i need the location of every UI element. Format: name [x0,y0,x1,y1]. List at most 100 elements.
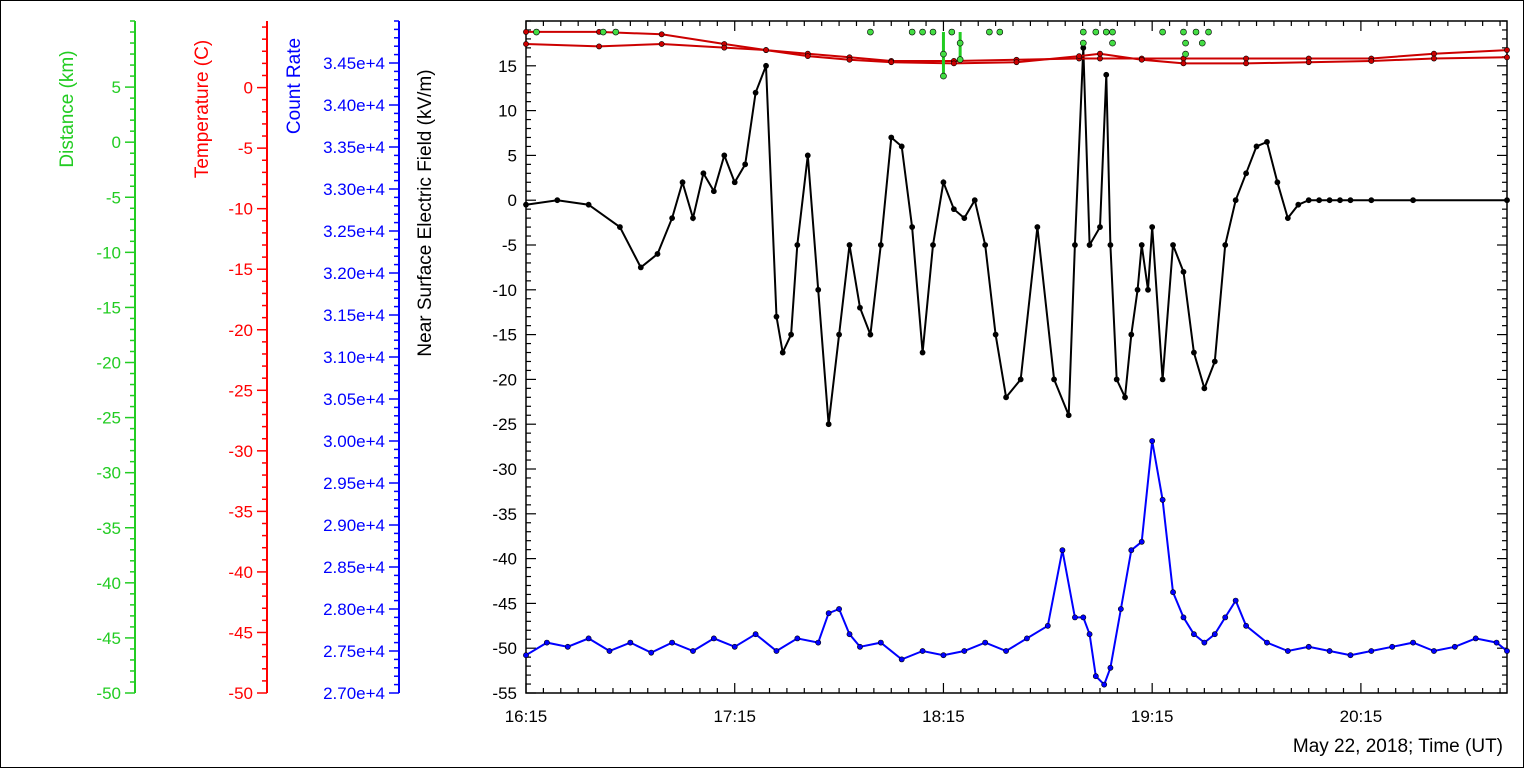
count-rate-point [1211,631,1218,638]
distance-tick-label: -35 [96,519,121,538]
temperature-point [658,31,665,38]
count-rate-point [1504,648,1510,654]
temperature-tick-label: -45 [228,623,253,642]
count_rate-tick-label: 3.15e+4 [323,306,385,325]
distance-point [940,72,947,80]
count-rate-point [1080,614,1087,621]
field-point [857,304,863,311]
count-rate-point [1284,648,1291,654]
count-rate-point [836,606,842,612]
distance-tick-label: -20 [96,354,121,373]
count-rate-point [710,635,717,642]
distance-point [1109,39,1116,47]
field-tick-label: 0 [508,191,517,210]
field-point [909,224,916,230]
field-point [794,242,801,248]
distance-point [908,28,916,36]
field-tick-label: 10 [498,102,517,121]
distance-point [996,28,1004,36]
field-point [1264,139,1270,145]
field-tick-label: 5 [508,146,517,165]
temperature-tick-label: -50 [228,684,253,703]
temperature-point [1097,55,1103,62]
x-tick-label: 17:15 [713,707,756,726]
count-rate-point [1044,622,1051,629]
x-tick-label: 19:15 [1131,707,1174,726]
count_rate-tick-label: 2.95e+4 [323,474,385,493]
count-rate-point [857,643,863,650]
count-rate-point [1326,648,1333,654]
field-point [1243,170,1249,177]
field-point [763,62,769,69]
field-point [1034,224,1041,230]
count-rate-point [1024,635,1030,642]
temperature-point [1180,60,1187,67]
count-rate-point [648,649,655,656]
temperature-point [1097,50,1103,57]
distance-point [940,50,947,58]
distance-point [986,28,993,36]
field-tick-label: 15 [498,57,517,76]
distance-tick-label: 5 [112,78,121,97]
count-rate-point [669,639,676,646]
field-tick-label: -10 [492,281,517,300]
field-point [1191,349,1197,356]
count-rate-point [1149,438,1156,444]
temperature-tick-label: 0 [244,79,253,98]
field-point [585,201,592,208]
count-rate-point [1128,547,1135,554]
count-rate-point [940,652,947,659]
field-point [1065,412,1072,419]
distance-axis: 5 0 -5 -10 -15 -20 -25 -30 -35 -40 -45 -50 [96,20,136,703]
temperature-tick-label: -35 [228,502,253,521]
count-rate-point [1451,643,1458,650]
field-point [1504,197,1510,204]
count_rate-tick-label: 2.80e+4 [323,600,385,619]
field-point [1253,143,1260,150]
distance-point [599,28,607,36]
count-rate-point [1092,673,1099,680]
field-point [950,206,957,213]
temperature-point [1504,54,1510,61]
count-rate-point [1243,622,1249,629]
field-point [1222,242,1229,248]
field-point [700,170,707,177]
count_rate-tick-label: 3.00e+4 [323,432,385,451]
field-point [1122,394,1128,401]
distance-point [1198,39,1206,47]
field-tick-label: -55 [492,684,517,703]
distance-tick-label: -45 [96,629,121,648]
temperature-axis-label: Temperature (C) [192,40,213,178]
distance-point [867,28,874,36]
distance-point [1192,28,1200,36]
count_rate-tick-label: 3.35e+4 [323,138,385,157]
field-point [825,421,832,428]
field-point [1072,242,1078,248]
distance-point [1102,28,1110,36]
field-point [930,242,936,248]
plot-frame [525,20,1508,694]
field-point [804,152,811,159]
field-point [1305,197,1312,204]
distance-tick-label: -40 [96,574,121,593]
count_rate-tick-label: 2.90e+4 [323,516,385,535]
field-point [1347,197,1354,204]
field-tick-label: -20 [492,370,517,389]
count-rate-point [815,639,822,646]
count-rate-point [1347,652,1354,659]
field-point [919,349,926,356]
temperature-tick-label: -10 [228,200,253,219]
count-rate-point [523,652,529,659]
count-rate-point [794,635,801,642]
count-rate-point [919,648,926,654]
field-point [1138,242,1145,248]
electric-field-axis-label: Near Surface Electric Field (kV/m) [415,69,436,356]
count_rate-tick-label: 3.25e+4 [323,222,385,241]
field-point [788,331,794,338]
distance-point [948,28,956,36]
count-rate-point [1264,639,1270,646]
field-point [654,251,661,257]
field-tick-label: -50 [492,639,517,658]
count-rate-point [1368,648,1375,654]
